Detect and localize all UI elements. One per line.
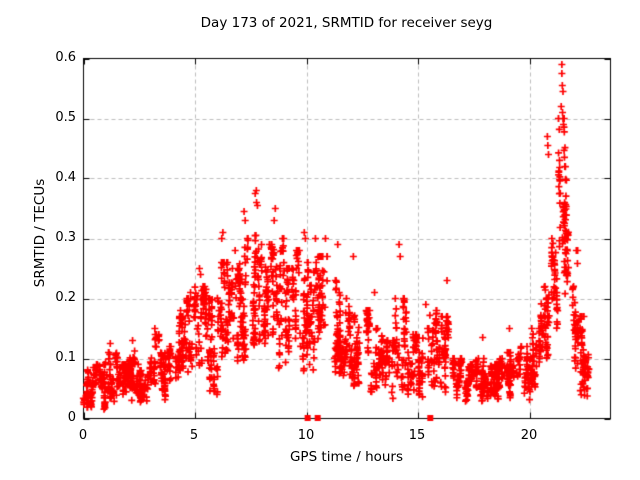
y-tick-label-0.1: 0.1: [55, 350, 76, 365]
x-tick-label-0: 0: [78, 428, 88, 443]
x-tick-label-10: 10: [297, 428, 315, 443]
chart-title: Day 173 of 2021, SRMTID for receiver sey…: [200, 15, 493, 31]
x-axis-title: GPS time / hours: [289, 449, 404, 465]
x-tick-label-15: 15: [408, 428, 426, 443]
y-tick-label-0.5: 0.5: [55, 110, 76, 125]
y-tick-label-0.6: 0.6: [55, 50, 76, 65]
x-tick-label-5: 5: [189, 428, 199, 443]
x-tick-label-20: 20: [520, 428, 538, 443]
y-tick-label-0.4: 0.4: [55, 170, 76, 185]
y-tick-label-0.2: 0.2: [55, 290, 76, 305]
y-tick-label-0.3: 0.3: [55, 230, 76, 245]
y-tick-label-0: 0: [67, 410, 76, 425]
